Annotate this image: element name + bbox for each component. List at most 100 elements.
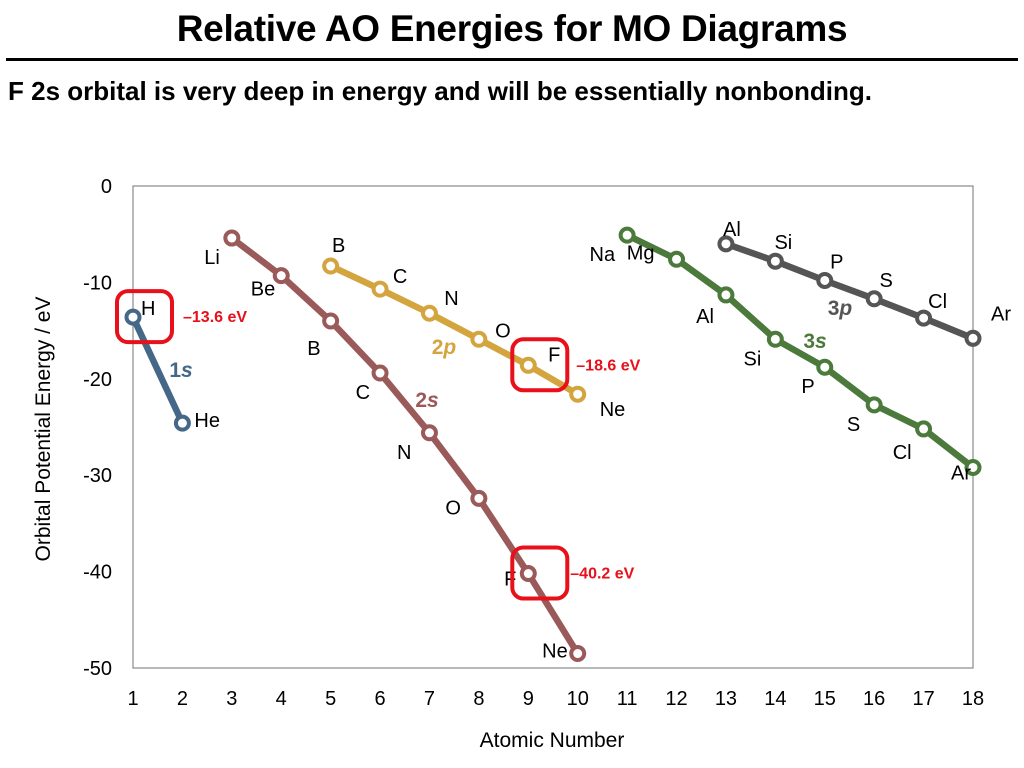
point-label: H <box>141 298 155 320</box>
page-title: Relative AO Energies for MO Diagrams <box>176 8 848 49</box>
x-tick-label: 8 <box>473 688 484 710</box>
y-axis-label: Orbital Potential Energy / eV <box>32 297 55 562</box>
point-label: Ar <box>991 303 1011 325</box>
page-subtitle: F 2s orbital is very deep in energy and … <box>8 76 872 106</box>
series-line-3p <box>722 240 977 342</box>
point-label: N <box>444 288 458 310</box>
highlight-box <box>510 545 570 601</box>
point-label: Li <box>204 247 220 269</box>
point-label: Be <box>251 279 275 301</box>
data-point <box>865 396 883 414</box>
series-3s: Na Mg Al Si P S Cl Ar 3s <box>590 226 982 484</box>
point-label: Cl <box>928 291 947 313</box>
data-point <box>519 565 537 583</box>
data-point <box>915 420 933 438</box>
series-name-label: 3s <box>803 330 826 353</box>
x-axis-ticks: 1 2 3 4 5 6 7 8 9 10 11 12 13 14 15 16 17 18 <box>127 688 984 710</box>
y-tick-label: -30 <box>83 465 112 487</box>
data-point <box>766 330 784 348</box>
x-tick-label: 6 <box>374 688 385 710</box>
data-point <box>124 308 142 326</box>
data-point <box>569 385 587 403</box>
data-point <box>470 330 488 348</box>
point-label: Ne <box>542 641 568 663</box>
point-label: Mg <box>627 242 655 264</box>
x-tick-label: 3 <box>226 688 237 710</box>
energy-annotations: –13.6 eV –18.6 eV –40.2 eV <box>183 309 641 582</box>
energy-annotation: –40.2 eV <box>570 566 634 583</box>
data-point <box>618 226 636 244</box>
data-point <box>519 356 537 374</box>
y-tick-label: -50 <box>83 658 112 680</box>
data-point <box>569 645 587 663</box>
point-label: Ar <box>951 462 971 484</box>
energy-annotation: –18.6 eV <box>576 357 640 374</box>
point-label: Si <box>744 348 762 370</box>
series-line-1s <box>129 313 186 427</box>
data-point <box>322 257 340 275</box>
data-point <box>272 267 290 285</box>
point-label: S <box>847 414 860 436</box>
highlight-box <box>510 337 570 393</box>
point-label: C <box>356 382 370 404</box>
data-point <box>816 358 834 376</box>
y-axis-ticks: 0 -10 -20 -30 -40 -50 <box>83 176 112 680</box>
point-label: S <box>880 270 893 292</box>
highlight-boxes <box>115 289 570 601</box>
point-label: C <box>393 266 407 288</box>
series-1s: H He 1s <box>124 298 220 432</box>
x-tick-label: 18 <box>962 688 984 710</box>
point-label: N <box>397 442 411 464</box>
data-point <box>668 250 686 268</box>
data-point <box>964 329 982 347</box>
series-line-2p <box>327 262 581 398</box>
x-tick-label: 2 <box>177 688 188 710</box>
point-label: He <box>194 410 220 432</box>
series-3p: Al Si P S Cl Ar 3p <box>717 219 1011 347</box>
x-tick-label: 7 <box>424 688 435 710</box>
series-name-label: 2p <box>432 336 457 359</box>
data-point <box>717 235 735 253</box>
x-tick-label: 11 <box>617 688 638 710</box>
y-tick-label: 0 <box>101 176 112 198</box>
y-tick-label: -40 <box>83 562 112 584</box>
point-label: P <box>801 376 814 398</box>
data-point <box>816 271 834 289</box>
x-tick-label: 4 <box>276 688 287 710</box>
series-2p: B C N O F Ne 2p <box>322 235 626 421</box>
point-label: Si <box>774 232 792 254</box>
x-tick-label: 16 <box>863 688 885 710</box>
data-point <box>420 304 438 322</box>
point-label: O <box>445 497 461 519</box>
data-point <box>766 252 784 270</box>
point-label: F <box>504 569 516 591</box>
data-point <box>865 290 883 308</box>
x-tick-label: 5 <box>325 688 336 710</box>
series-2s: Li Be B C N O F Ne 2s <box>204 229 587 663</box>
x-tick-label: 13 <box>715 688 737 710</box>
x-tick-label: 1 <box>127 688 138 710</box>
data-point <box>371 280 389 298</box>
point-label: Al <box>696 306 714 328</box>
x-tick-label: 15 <box>814 688 836 710</box>
point-label: Ne <box>600 399 626 421</box>
y-tick-label: -20 <box>83 369 112 391</box>
series-line-3s <box>623 231 977 471</box>
data-point <box>964 458 982 476</box>
point-label: Al <box>723 219 741 241</box>
data-point <box>470 489 488 507</box>
x-tick-label: 17 <box>912 688 934 710</box>
y-tick-label: -10 <box>83 272 112 294</box>
data-point <box>223 229 241 247</box>
series-name-label: 2s <box>415 389 438 412</box>
energy-annotation: –13.6 eV <box>183 309 247 326</box>
series-name-label: 1s <box>169 359 192 382</box>
data-point <box>173 414 191 432</box>
point-label: B <box>307 338 320 360</box>
data-point <box>371 364 389 382</box>
point-label: Na <box>590 244 616 266</box>
data-point <box>322 312 340 330</box>
x-tick-label: 10 <box>567 688 589 710</box>
